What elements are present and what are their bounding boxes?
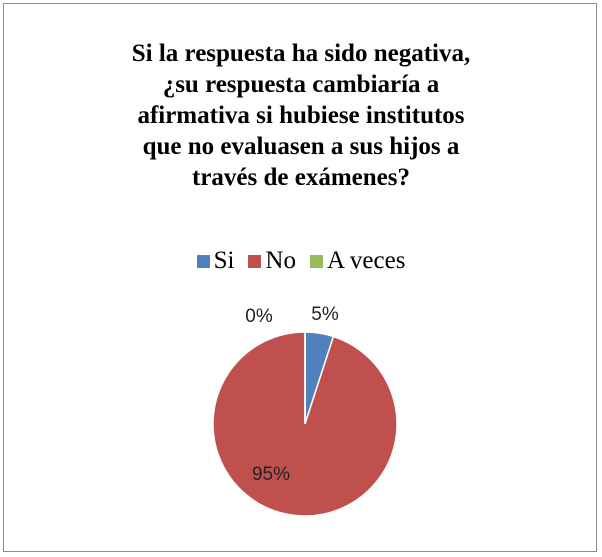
pie-chart: 0% 5% 95% [212, 304, 398, 517]
legend-label-no: No [265, 247, 296, 274]
chart-title: Si la respuesta ha sido negativa, ¿su re… [4, 38, 598, 193]
chart-title-line: ¿su respuesta cambiaría a [162, 71, 440, 98]
legend-item-si: Si [196, 247, 235, 275]
chart-title-line: través de exámenes? [192, 164, 410, 191]
chart-title-line: que no evaluasen a sus hijos a [142, 133, 460, 160]
legend-swatch-si [196, 254, 210, 268]
chart-title-line: afirmativa si hubiese institutos [137, 102, 465, 129]
chart-title-line: Si la respuesta ha sido negativa, [131, 40, 471, 67]
pie-slices [212, 331, 398, 517]
legend-label-a-veces: A veces [326, 247, 406, 274]
data-label-no: 95% [252, 464, 290, 485]
data-label-a-veces: 0% [245, 306, 273, 327]
legend-item-no: No [248, 247, 296, 275]
legend-swatch-no [248, 254, 262, 268]
legend-item-a-veces: A veces [309, 247, 406, 275]
data-label-si: 5% [311, 304, 339, 325]
legend-label-si: Si [213, 247, 235, 274]
legend-swatch-a-veces [309, 254, 323, 268]
chart-frame: Si la respuesta ha sido negativa, ¿su re… [3, 3, 597, 552]
chart-legend: Si No A veces [4, 247, 598, 275]
